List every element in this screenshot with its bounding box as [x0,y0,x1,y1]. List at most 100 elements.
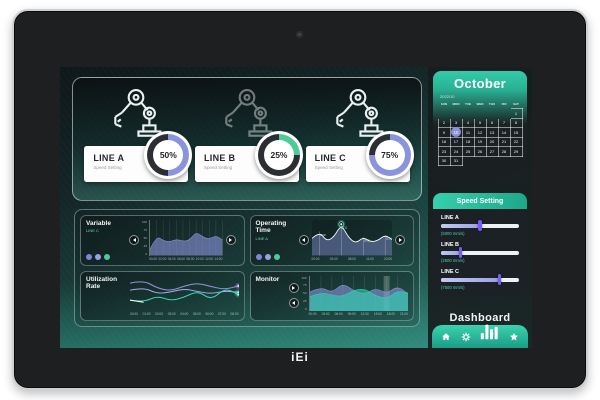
line-b-column: LINE B Speed Setting 25% [194,84,303,190]
x-tick-label: 05:00 [192,312,201,316]
slider-thumb[interactable] [458,247,462,258]
slider-value: (5000 mm/s) [441,231,465,236]
left-triangle-icon [132,238,136,243]
calendar-day-cell[interactable]: 15 [509,127,523,138]
calendar-day-header: WED [476,102,484,106]
calendar-day-cell[interactable]: 3 [449,117,463,128]
calendar-day-cell[interactable]: 25 [461,146,475,157]
line-b-speed-slider[interactable] [441,247,519,258]
gear-icon[interactable] [460,331,471,342]
legend-dot[interactable] [95,253,101,260]
calendar-day-cell [438,109,450,119]
calendar-day-cell [450,109,462,119]
calendar-day-cell[interactable]: 6 [485,117,499,128]
next-arrow-button[interactable] [288,283,299,294]
line-c-speed-slider[interactable] [441,274,519,285]
prev-arrow-button[interactable] [298,235,309,246]
calendar-selected-day[interactable]: 10 [451,127,461,138]
calendar-day-cell[interactable]: 7 [497,117,511,128]
home-icon[interactable] [440,331,451,342]
calendar-day-cell[interactable]: 26 [473,146,487,157]
x-tick-label: 03:00 [329,256,338,261]
variable-panel: Variable LINE C 100 75 50 25 0 00:00 02:00 04:… [80,215,245,266]
x-tick-label: 00:00 [149,256,157,261]
calendar-day-cell[interactable]: 12 [473,127,487,138]
prev-arrow-button[interactable] [288,298,299,309]
calendar-day-cell[interactable]: 11 [461,127,475,138]
x-tick-label: 04:00 [167,256,176,261]
calendar-day-cell[interactable]: 17 [449,136,463,147]
star-icon[interactable] [509,331,520,342]
x-tick-label: 03:00 [321,312,330,316]
calendar-day-cell[interactable]: 30 [437,155,451,166]
utilization-chart [130,276,239,312]
calendar-day-cell[interactable]: 4 [461,117,475,128]
y-tick-label: 0 [145,251,148,256]
line-name: LINE A [93,153,125,163]
legend-dot[interactable] [264,253,271,260]
calendar-day-cell[interactable]: 13 [485,127,499,138]
robot-arm-icon [114,89,162,137]
calendar-day-cell[interactable]: 23 [437,146,451,157]
legend-dot[interactable] [255,253,262,260]
y-tick-label: 50 [143,235,148,240]
calendar-day-cell[interactable]: 14 [497,127,511,138]
x-axis-labels: 00:00 02:00 04:00 06:00 08:00 10:00 12:00 14:00 [149,256,222,261]
bar-chart-icon[interactable] [480,318,500,342]
gauge-percent: 50% [159,150,177,160]
calendar-day-cell[interactable]: 27 [485,146,499,157]
calendar-day-cell[interactable]: 21 [497,136,511,147]
left-triangle-icon [292,301,295,306]
x-axis-labels: 00:00 03:00 06:00 09:00 12:00 15:00 18:00 21:00 [309,311,408,316]
monitor-panel: Monitor 100 75 50 25 0 00:00 03:00 06:00 09:00 1… [249,270,414,321]
calendar-day-cell [498,156,510,166]
dashboard-label: Dashboard [449,312,511,324]
calendar-day-cell[interactable]: 31 [449,155,463,166]
slider-thumb[interactable] [478,220,482,231]
right-triangle-icon [229,238,232,243]
calendar-day-cell[interactable]: 20 [485,136,499,147]
line-b-card: LINE B Speed Setting 25% [194,131,303,182]
line-c-card: LINE C Speed Setting 75% [305,131,414,182]
prev-arrow-button[interactable] [129,235,139,246]
calendar-day-cell[interactable]: 5 [473,117,487,128]
operating-time-panel: Operating Time LINE A 12:00 11:11 18:02 21:… [249,215,414,266]
calendar-day-cell[interactable]: 24 [449,146,463,157]
iei-logo: iEi [291,350,309,364]
x-tick-label: 00:00 [130,312,138,316]
line-a-speed-slider[interactable] [441,220,519,231]
legend-dot[interactable] [104,253,110,260]
next-arrow-button[interactable] [395,235,405,246]
slider-group-line-b: LINE B (2500 mm/s) [441,242,519,263]
calendar-day-cell[interactable]: 19 [473,136,487,147]
line-c-column: LINE C Speed Setting 75% [305,84,414,190]
svg-text:18:02: 18:02 [364,239,370,242]
calendar-day-cell[interactable]: 29 [509,146,523,157]
calendar-day-header: SUN [440,102,448,106]
tablet-device-frame: LINE A Speed Setting 50% [12,9,588,390]
line-a-column: LINE A Speed Setting 50% [83,84,193,190]
panel-subtitle: LINE A [255,235,268,241]
right-triangle-icon [398,238,402,243]
calendar-day-cell[interactable]: 9 [437,127,451,138]
x-tick-label: 18:00 [386,312,395,316]
x-tick-label: 06:00 [177,256,186,261]
y-tick-label: 25 [143,243,148,248]
calendar-day-cell[interactable]: 18 [461,136,475,147]
legend-dots [86,253,126,261]
calendar-day-cell[interactable]: 8 [509,117,523,128]
calendar-day-cell[interactable]: 28 [497,146,511,157]
legend-dot[interactable] [273,253,280,260]
slider-value: (2500 mm/s) [441,258,465,263]
calendar-day-cell[interactable]: 10 [449,127,463,138]
calendar-day-cell[interactable]: 1 [509,108,523,119]
x-tick-label: 15:00 [373,312,382,316]
x-tick-label: 12:00 [360,312,369,316]
calendar-day-header: FRI [501,102,507,106]
calendar-day-cell[interactable]: 22 [509,136,523,147]
calendar-day-cell[interactable]: 16 [437,136,451,147]
calendar-day-cell[interactable]: 2 [437,117,451,128]
legend-dot[interactable] [86,253,92,260]
slider-thumb[interactable] [497,274,501,285]
next-arrow-button[interactable] [225,235,236,246]
